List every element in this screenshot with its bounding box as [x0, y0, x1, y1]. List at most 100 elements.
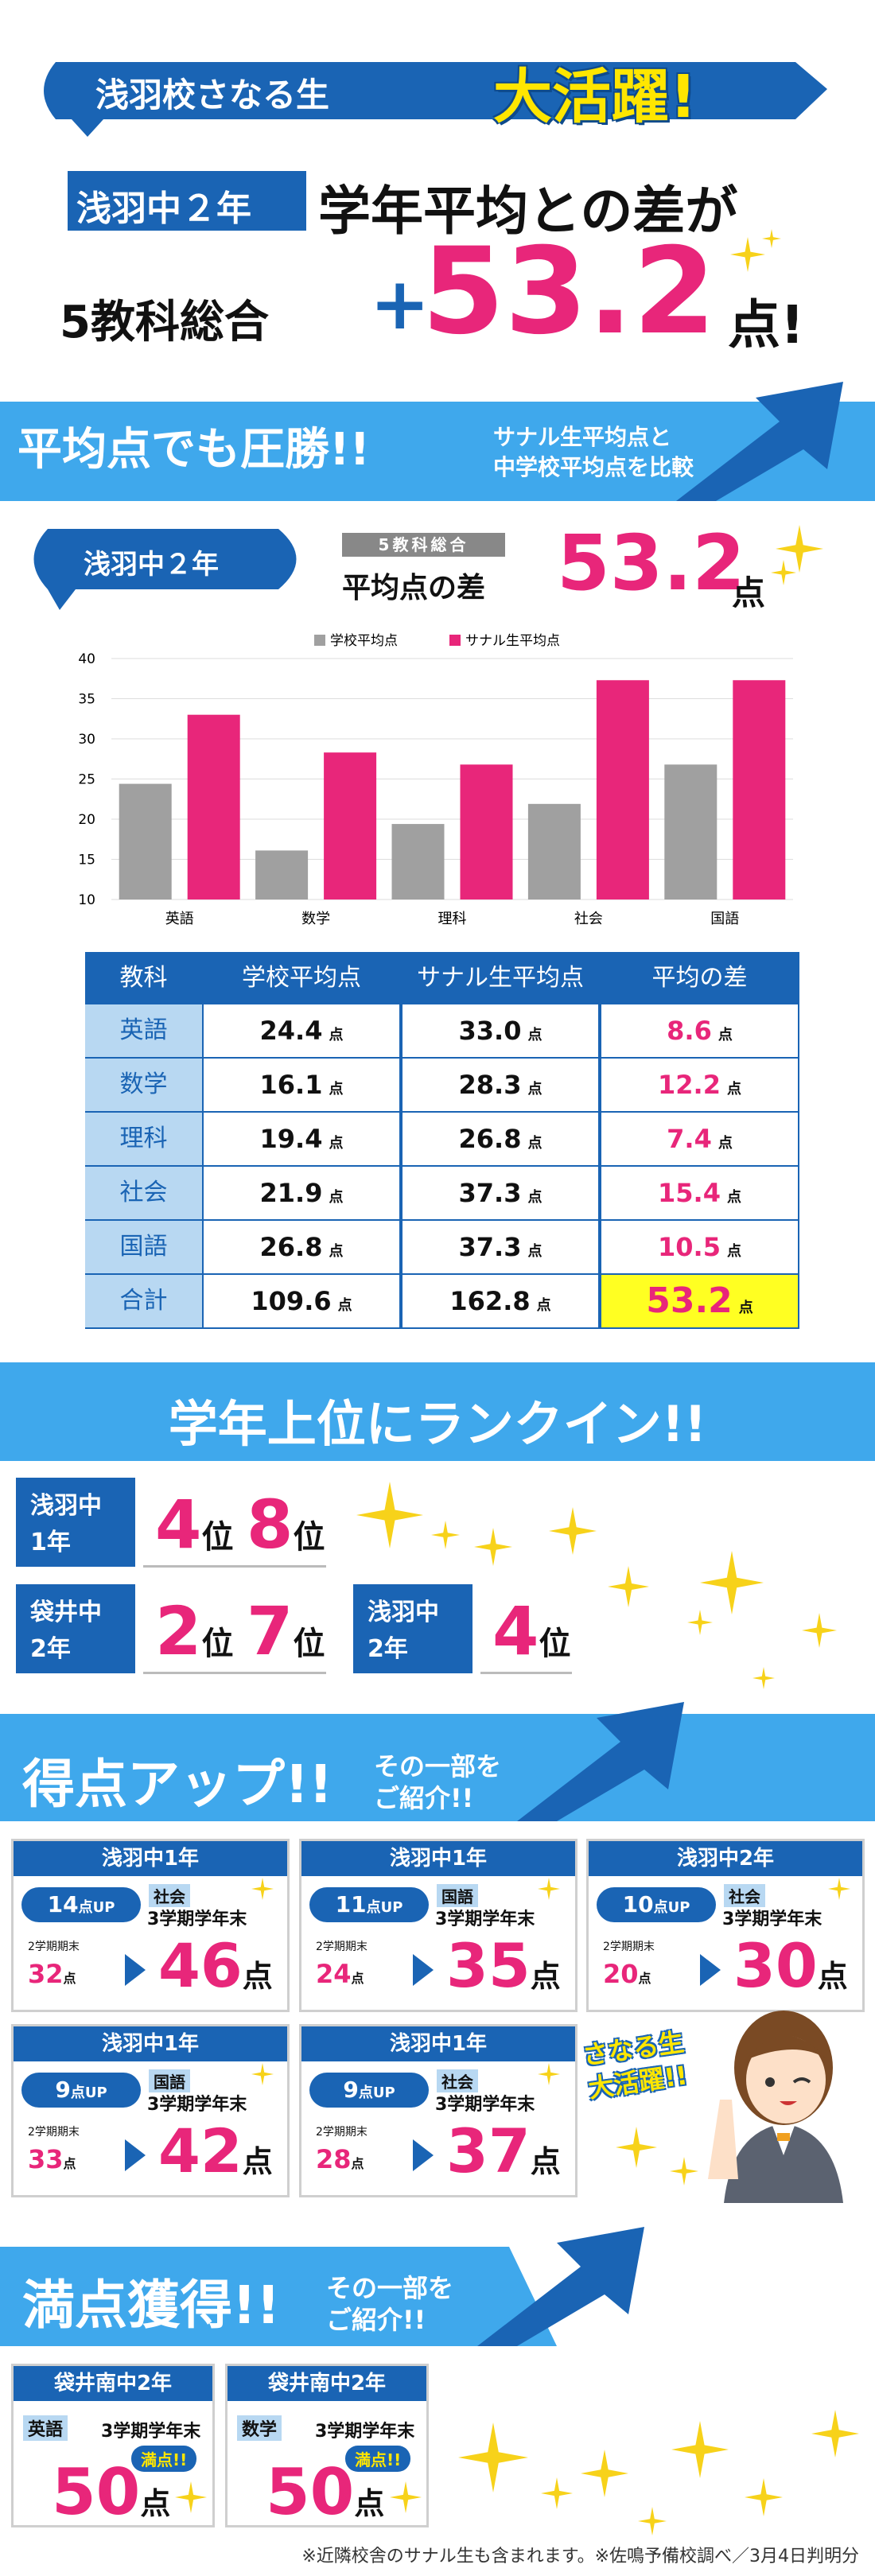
star: [670, 2157, 698, 2186]
cell-value: 162.8: [449, 1286, 531, 1316]
cell-value: 10.5: [658, 1232, 721, 1262]
cell-unit: 点: [337, 1297, 352, 1314]
cell-value: 8.6: [667, 1016, 712, 1046]
legend-label: 学校平均点: [330, 633, 398, 649]
before: 20点: [603, 1959, 651, 1989]
legend-label: サナル生平均点: [465, 633, 560, 649]
legend-swatch: [314, 635, 325, 646]
table-cell: 37.3 点: [402, 1167, 598, 1219]
table-cell: 162.8 点: [402, 1275, 598, 1327]
subject-tag: 社会: [724, 1884, 765, 1907]
table-cell: 53.2 点: [601, 1275, 798, 1327]
before-label: 2学期期末: [28, 2126, 80, 2139]
x-tick-label: 国語: [710, 911, 739, 927]
up-unit: 点UP: [78, 1899, 115, 1916]
rank-number: 7: [247, 1592, 294, 1670]
rank-unit: 位: [293, 1519, 325, 1556]
banner-title: 平均点でも圧勝!!: [18, 424, 371, 476]
diff-unit: 点!: [728, 294, 805, 356]
banner-3: [0, 1702, 875, 1821]
table-cell: 数学: [85, 1059, 202, 1111]
card-header: 浅羽中1年: [14, 2026, 287, 2061]
score-card: 浅羽中1年 11点UP 国語 3学期学年末 2学期期末 24点 35点: [299, 1839, 578, 2012]
before-unit: 点: [638, 1971, 651, 1986]
bangs: [746, 2035, 826, 2060]
cell-value: 15.4: [658, 1178, 721, 1208]
cell-unit: 点: [329, 1189, 344, 1206]
cell-unit: 点: [726, 1081, 741, 1098]
table-cell: 24.4 点: [204, 1004, 399, 1057]
arrow: [700, 1954, 721, 1986]
cell-value: 33.0: [458, 1016, 522, 1046]
subject-tag: 国語: [149, 2069, 190, 2092]
score-unit: 点: [140, 2486, 171, 2521]
banner-1: [0, 382, 875, 501]
cell-value: 数学: [119, 1070, 168, 1098]
rank-label: 浅羽中: [353, 1584, 472, 1673]
score-card: 浅羽中1年 14点UP 社会 3学期学年末 2学期期末 32点 46点: [11, 1839, 290, 2012]
rank-grade: 1年: [30, 1529, 71, 1556]
arrow: [413, 2139, 434, 2171]
rank-number: 2: [155, 1592, 202, 1670]
subject-tag: 数学: [237, 2415, 282, 2441]
rank-underline: [480, 1672, 572, 1674]
cell-unit: 点: [718, 1135, 733, 1152]
rank-grade: 2年: [368, 1635, 408, 1663]
footnote: ※近隣校舎のサナル生も含まれます。※佐鳴予備校調べ／3月4日判明分: [301, 2547, 859, 2566]
badge: 満点!!: [131, 2446, 197, 2472]
after-unit: 点: [242, 1959, 273, 1994]
rank: 8位: [247, 1486, 325, 1564]
after: 46点: [158, 1930, 273, 2001]
star: [616, 2127, 657, 2168]
cell-unit: 点: [329, 1135, 344, 1152]
up-unit: 点UP: [653, 1899, 690, 1916]
before-label: 2学期期末: [316, 2126, 368, 2139]
cell-value: 19.4: [259, 1124, 323, 1154]
cell-value: 53.2: [646, 1280, 733, 1321]
up-value: 11: [335, 1891, 367, 1917]
cell-value: 12.2: [658, 1070, 721, 1100]
after-unit: 点: [530, 1959, 561, 1994]
banner-title: 得点アップ!!: [22, 1754, 333, 1815]
term: 3学期学年末: [101, 2422, 201, 2442]
banner-title: 学年上位にランクイン!!: [168, 1395, 707, 1453]
up-value: 14: [47, 1891, 79, 1917]
school-title: 浅羽校さなる生: [95, 76, 330, 115]
up-value: 9: [343, 2077, 359, 2103]
badge: 満点!!: [345, 2446, 411, 2472]
after-value: 42: [158, 2116, 243, 2186]
subject-tag: 社会: [149, 1884, 190, 1907]
badge-bg: [33, 529, 297, 589]
before-value: 24: [316, 1959, 352, 1989]
arrow: [125, 1954, 146, 1986]
cell-unit: 点: [718, 1027, 733, 1043]
banner-note: 中学校平均点を比較: [493, 454, 694, 480]
badge-tail: [48, 589, 76, 610]
table-cell: 19.4 点: [204, 1113, 399, 1165]
table-cell: 33.0 点: [402, 1004, 598, 1057]
up-pill: 9点UP: [309, 2073, 429, 2108]
before-label: 2学期期末: [603, 1941, 655, 1953]
rank: 4位: [492, 1592, 570, 1670]
cell-value: 合計: [119, 1287, 168, 1315]
table-cell: 7.4 点: [601, 1113, 798, 1165]
score-value: 50: [52, 2455, 141, 2529]
card-header: 浅羽中1年: [14, 1841, 287, 1876]
score: 50点: [266, 2455, 384, 2529]
star: [771, 560, 796, 585]
after-value: 35: [446, 1930, 531, 2001]
rank-label: 浅羽中: [16, 1478, 135, 1567]
bar: [187, 714, 240, 899]
bar: [324, 752, 377, 899]
score-card: 浅羽中1年 9点UP 社会 3学期学年末 2学期期末 28点 37点: [299, 2024, 578, 2197]
bar: [527, 803, 581, 899]
before: 24点: [316, 1959, 364, 1989]
rank-number: 4: [492, 1592, 539, 1670]
table-cell: 109.6 点: [204, 1275, 399, 1327]
header-deco: [44, 62, 827, 231]
grade-box: [68, 171, 306, 231]
after-unit: 点: [530, 2144, 561, 2179]
score-card: 浅羽中2年 10点UP 社会 3学期学年末 2学期期末 20点 30点: [586, 1839, 865, 2012]
up-unit: 点UP: [358, 2085, 395, 2101]
